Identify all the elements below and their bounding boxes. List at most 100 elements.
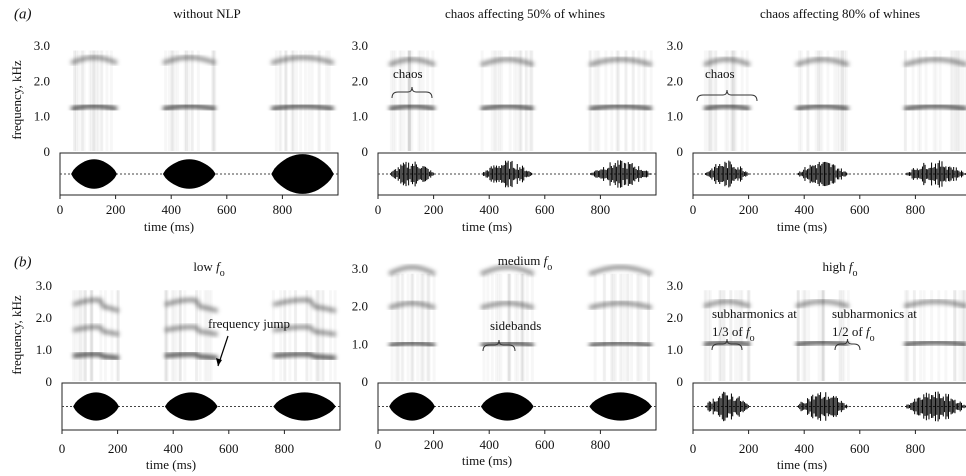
y-tick-label: 3.0 bbox=[667, 278, 683, 293]
panel-label: (a) bbox=[14, 6, 32, 22]
harmonic bbox=[795, 299, 850, 309]
brace bbox=[482, 339, 516, 352]
harmonic bbox=[162, 104, 217, 111]
x-axis-label: time (ms) bbox=[144, 219, 194, 234]
panel-title: high fo bbox=[823, 259, 858, 279]
text-part: f bbox=[866, 324, 872, 339]
x-tick-label: 800 bbox=[273, 202, 293, 217]
x-tick-label: 800 bbox=[275, 441, 295, 456]
harmonic bbox=[588, 57, 653, 67]
annotation: 1/2 of fo bbox=[832, 324, 875, 344]
annotation: sidebands bbox=[490, 318, 541, 333]
y-tick-label: 2.0 bbox=[352, 299, 368, 314]
x-tick-label: 400 bbox=[794, 441, 814, 456]
x-tick-label: 200 bbox=[739, 441, 759, 456]
x-tick-label: 600 bbox=[850, 441, 870, 456]
panel-title: without NLP bbox=[173, 6, 241, 21]
waveform bbox=[162, 159, 216, 189]
text-part: o bbox=[547, 262, 552, 273]
x-tick-label: 200 bbox=[739, 202, 759, 217]
text-part: without NLP bbox=[173, 6, 241, 21]
annotation: chaos bbox=[705, 66, 735, 81]
harmonic bbox=[795, 57, 850, 67]
y-tick-label: 3.0 bbox=[34, 38, 50, 53]
x-tick-label: 400 bbox=[794, 202, 814, 217]
harmonic bbox=[72, 297, 120, 313]
y-tick-label: 0 bbox=[362, 144, 369, 159]
harmonic bbox=[70, 55, 118, 65]
x-tick-label: 600 bbox=[219, 441, 239, 456]
text-part: f bbox=[849, 259, 855, 274]
x-tick-label: 200 bbox=[424, 202, 444, 217]
annotation: 1/3 of fo bbox=[712, 324, 755, 344]
y-axis-label: frequency, kHz bbox=[9, 295, 24, 375]
harmonic bbox=[388, 57, 436, 67]
harmonic bbox=[271, 104, 335, 111]
panel-title: chaos affecting 80% of whines bbox=[760, 6, 920, 21]
x-axis-label: time (ms) bbox=[146, 457, 196, 472]
text-part: f bbox=[216, 259, 222, 274]
harmonic bbox=[589, 104, 653, 111]
harmonic bbox=[903, 299, 966, 309]
harmonic bbox=[70, 104, 118, 111]
waveform bbox=[589, 392, 652, 421]
harmonic bbox=[904, 104, 966, 111]
harmonic bbox=[388, 265, 436, 276]
text-part: o bbox=[750, 333, 755, 344]
harmonic bbox=[588, 265, 653, 276]
y-tick-label: 0 bbox=[46, 374, 53, 389]
annotation: frequency jump bbox=[208, 316, 290, 331]
waveform bbox=[73, 392, 119, 421]
x-axis-label: time (ms) bbox=[777, 457, 827, 472]
x-tick-label: 0 bbox=[375, 202, 382, 217]
y-tick-label: 1.0 bbox=[667, 109, 683, 124]
text-part: o bbox=[853, 268, 858, 279]
text-part: chaos affecting 80% of whines bbox=[760, 6, 920, 21]
harmonic bbox=[703, 57, 751, 67]
text-part: low bbox=[193, 259, 216, 274]
harmonic bbox=[272, 324, 337, 337]
harmonic bbox=[703, 104, 751, 111]
x-tick-label: 800 bbox=[906, 441, 926, 456]
annotation: subharmonics at bbox=[832, 306, 917, 321]
y-tick-label: 1.0 bbox=[667, 342, 683, 357]
panel-label: (b) bbox=[14, 254, 32, 270]
y-tick-label: 1.0 bbox=[36, 342, 52, 357]
text-part: f bbox=[544, 253, 550, 268]
harmonic bbox=[273, 352, 336, 360]
x-tick-label: 800 bbox=[591, 437, 611, 452]
text-part: medium bbox=[498, 253, 544, 268]
x-tick-label: 400 bbox=[479, 437, 499, 452]
y-tick-label: 1.0 bbox=[34, 109, 50, 124]
y-tick-label: 2.0 bbox=[667, 310, 683, 325]
waveform bbox=[389, 392, 435, 421]
y-tick-label: 2.0 bbox=[36, 310, 52, 325]
y-tick-label: 3.0 bbox=[352, 261, 368, 276]
brace bbox=[711, 338, 743, 351]
x-axis-label: time (ms) bbox=[777, 219, 827, 234]
y-tick-label: 1.0 bbox=[352, 109, 368, 124]
x-tick-label: 800 bbox=[591, 202, 611, 217]
harmonic bbox=[162, 55, 217, 65]
x-tick-label: 200 bbox=[108, 441, 128, 456]
x-tick-label: 600 bbox=[535, 202, 555, 217]
annotation: chaos bbox=[393, 66, 423, 81]
y-tick-label: 0 bbox=[362, 374, 369, 389]
harmonic bbox=[164, 297, 219, 313]
harmonic bbox=[480, 104, 535, 111]
harmonic bbox=[480, 301, 535, 310]
x-tick-label: 200 bbox=[106, 202, 126, 217]
harmonic bbox=[72, 324, 120, 337]
waveform bbox=[480, 392, 534, 421]
harmonic bbox=[388, 104, 436, 111]
text-part: chaos affecting 50% of whines bbox=[445, 6, 605, 21]
text-part: o bbox=[220, 268, 225, 279]
harmonic bbox=[703, 340, 751, 347]
x-tick-label: 0 bbox=[690, 441, 697, 456]
y-tick-label: 3.0 bbox=[667, 38, 683, 53]
harmonic bbox=[72, 352, 120, 360]
y-tick-label: 3.0 bbox=[36, 278, 52, 293]
harmonic bbox=[480, 57, 535, 67]
harmonic bbox=[795, 104, 850, 111]
